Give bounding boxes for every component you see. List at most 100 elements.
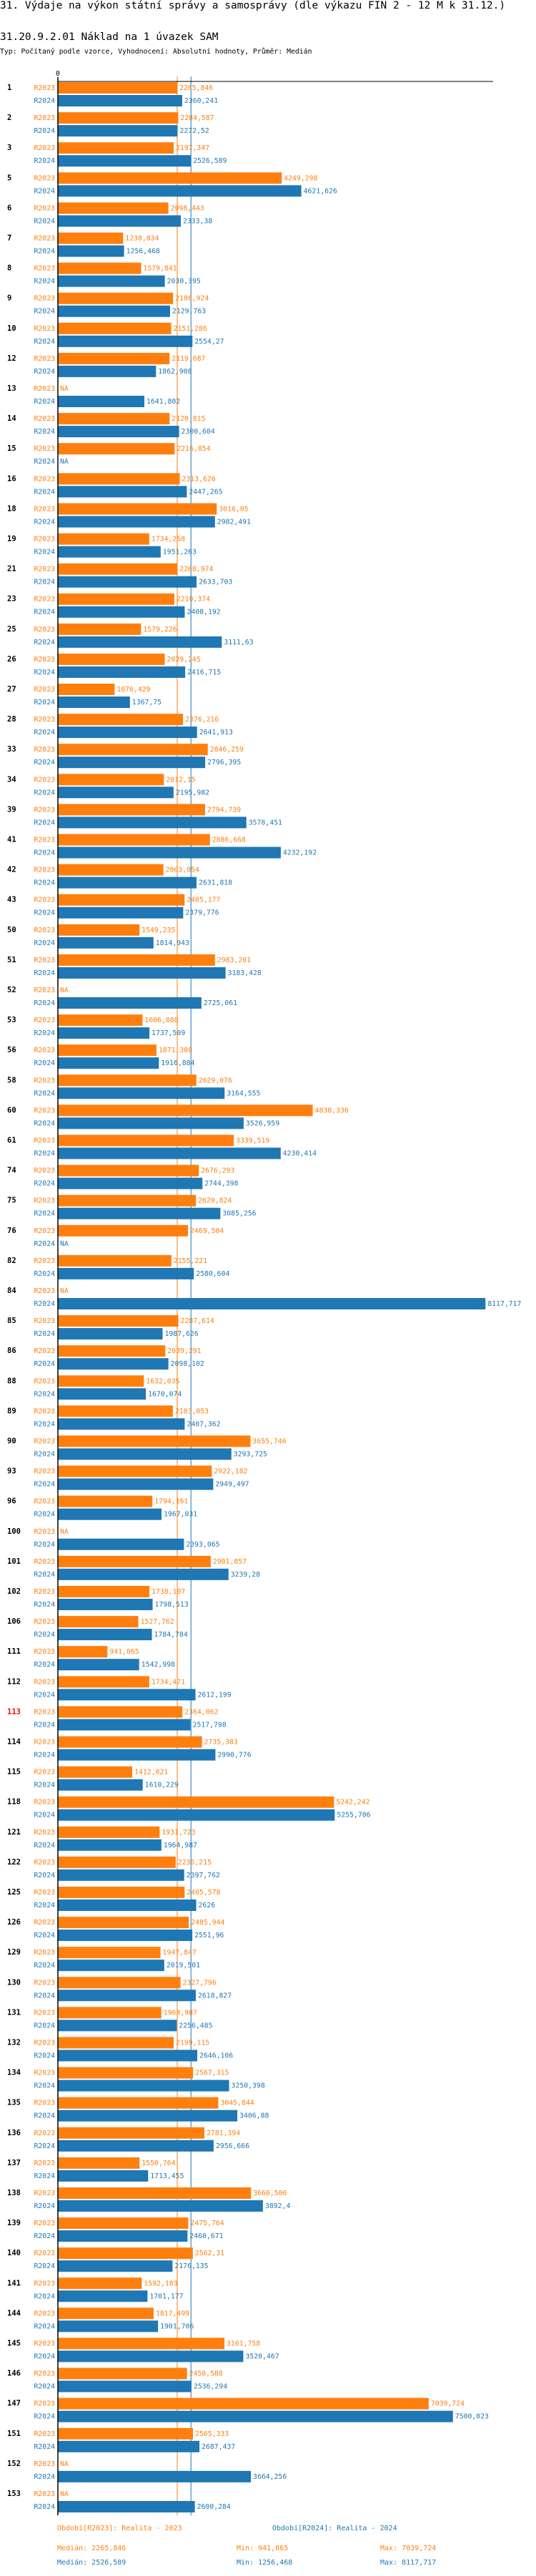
value-label-r2024: 1701,177 [149, 2292, 183, 2300]
series-label-r2023: R2023 [34, 265, 56, 273]
bar-r2024 [58, 396, 145, 407]
series-label-r2023: R2023 [34, 1167, 56, 1175]
category-label: 113 [7, 1707, 21, 1716]
bar-r2024 [58, 907, 184, 919]
series-label-r2023: R2023 [34, 2340, 56, 2348]
category-label: 152 [7, 2460, 21, 2468]
series-label-r2023: R2023 [34, 2400, 56, 2408]
series-label-r2024: R2024 [34, 1601, 56, 1609]
series-label-r2023: R2023 [34, 806, 56, 814]
category-label: 106 [7, 1617, 21, 1626]
series-label-r2024: R2024 [34, 518, 56, 526]
bar-r2023 [58, 894, 185, 906]
category-label: 134 [7, 2069, 21, 2077]
value-label-r2023: 1738,197 [152, 1588, 185, 1596]
series-label-r2024: R2024 [34, 909, 56, 917]
series-label-r2023: R2023 [34, 987, 56, 994]
na-label: NA [60, 385, 69, 393]
series-label-r2024: R2024 [34, 2413, 56, 2421]
bar-r2023 [58, 653, 165, 665]
value-label-r2024: 2631,818 [199, 879, 232, 887]
series-label-r2024: R2024 [34, 1210, 56, 1218]
series-label-r2023: R2023 [34, 1017, 56, 1024]
bar-r2023 [58, 1074, 197, 1087]
series-label-r2024: R2024 [34, 759, 56, 767]
bar-r2023 [58, 1977, 181, 1989]
value-label-r2023: 2901,857 [213, 1558, 247, 1566]
series-label-r2023: R2023 [34, 746, 56, 754]
bar-r2023 [58, 2247, 193, 2260]
value-label-r2024: 2256,485 [179, 2022, 212, 2030]
bar-r2024 [58, 2110, 238, 2122]
bar-r2024 [58, 1207, 221, 1219]
value-label-r2024: 7500,023 [455, 2413, 489, 2421]
bar-r2023 [58, 1706, 183, 1718]
series-label-r2024: R2024 [34, 1360, 56, 1368]
value-label-r2024: 3892,4 [265, 2202, 290, 2210]
series-label-r2024: R2024 [34, 398, 56, 406]
value-label-r2024: 1784,784 [154, 1631, 188, 1639]
value-label-r2024: 2687,437 [202, 2443, 235, 2451]
bar-r2023 [58, 232, 124, 244]
category-label: 114 [7, 1738, 21, 1747]
category-label: 2 [7, 114, 11, 122]
series-label-r2023: R2023 [34, 867, 56, 874]
value-label-r2023: 3016,05 [219, 505, 248, 513]
value-label-r2024: 4621,626 [304, 187, 337, 195]
series-label-r2023: R2023 [34, 445, 56, 453]
value-label-r2024: 2796,395 [207, 759, 241, 767]
category-label: 125 [7, 1888, 21, 1897]
category-label: 137 [7, 2159, 21, 2167]
series-label-r2023: R2023 [34, 2370, 56, 2378]
bar-r2024 [58, 305, 170, 317]
bar-r2024 [58, 2020, 177, 2032]
bar-r2024 [58, 2320, 159, 2332]
bar-r2024 [58, 2260, 173, 2272]
series-label-r2023: R2023 [34, 1438, 56, 1446]
value-label-r2023: 1734,471 [152, 1678, 185, 1686]
series-label-r2024: R2024 [34, 1059, 56, 1067]
bar-r2023 [58, 1616, 139, 1628]
category-label: 90 [7, 1437, 16, 1446]
series-label-r2023: R2023 [34, 927, 56, 934]
category-label: 56 [7, 1046, 16, 1054]
value-label-r2024: 2098,102 [171, 1360, 204, 1368]
category-label: 5 [7, 174, 11, 182]
series-label-r2023: R2023 [34, 1588, 56, 1596]
bar-r2024 [58, 1147, 281, 1159]
value-label-r2023: 1794,161 [154, 1498, 188, 1506]
value-label-r2023: 2183,053 [175, 1407, 209, 1415]
bar-r2023 [58, 744, 208, 756]
series-label-r2024: R2024 [34, 1842, 56, 1849]
series-label-r2023: R2023 [34, 2430, 56, 2438]
value-label-r2023: 2983,201 [217, 957, 251, 964]
series-label-r2023: R2023 [34, 716, 56, 724]
category-label: 96 [7, 1497, 16, 1506]
series-label-r2023: R2023 [34, 1468, 56, 1476]
value-label-r2023: 1931,723 [162, 1829, 195, 1837]
series-label-r2024: R2024 [34, 458, 56, 466]
category-label: 82 [7, 1257, 16, 1265]
series-label-r2023: R2023 [34, 1317, 56, 1325]
bar-r2023 [58, 292, 174, 304]
r2024-median: Medián: 2526,589 [57, 2559, 126, 2567]
series-label-r2024: R2024 [34, 2262, 56, 2270]
value-label-r2024: 2990,776 [217, 1752, 251, 1759]
category-label: 41 [7, 836, 16, 844]
bar-r2023 [58, 1947, 161, 1959]
bar-r2024 [58, 215, 181, 227]
category-label: 12 [7, 354, 16, 363]
bar-r2024 [58, 1809, 335, 1821]
value-label-r2023: 4249,298 [284, 174, 317, 182]
series-label-r2024: R2024 [34, 2232, 56, 2240]
category-label: 112 [7, 1677, 21, 1686]
series-label-r2023: R2023 [34, 355, 56, 363]
value-label-r2024: 1862,908 [158, 368, 192, 376]
series-label-r2023: R2023 [34, 1648, 56, 1656]
series-label-r2024: R2024 [34, 849, 56, 857]
bar-r2024 [58, 1629, 152, 1641]
bar-r2024 [58, 666, 186, 678]
na-label: NA [60, 987, 69, 994]
value-label-r2024: 1542,998 [142, 1661, 175, 1669]
